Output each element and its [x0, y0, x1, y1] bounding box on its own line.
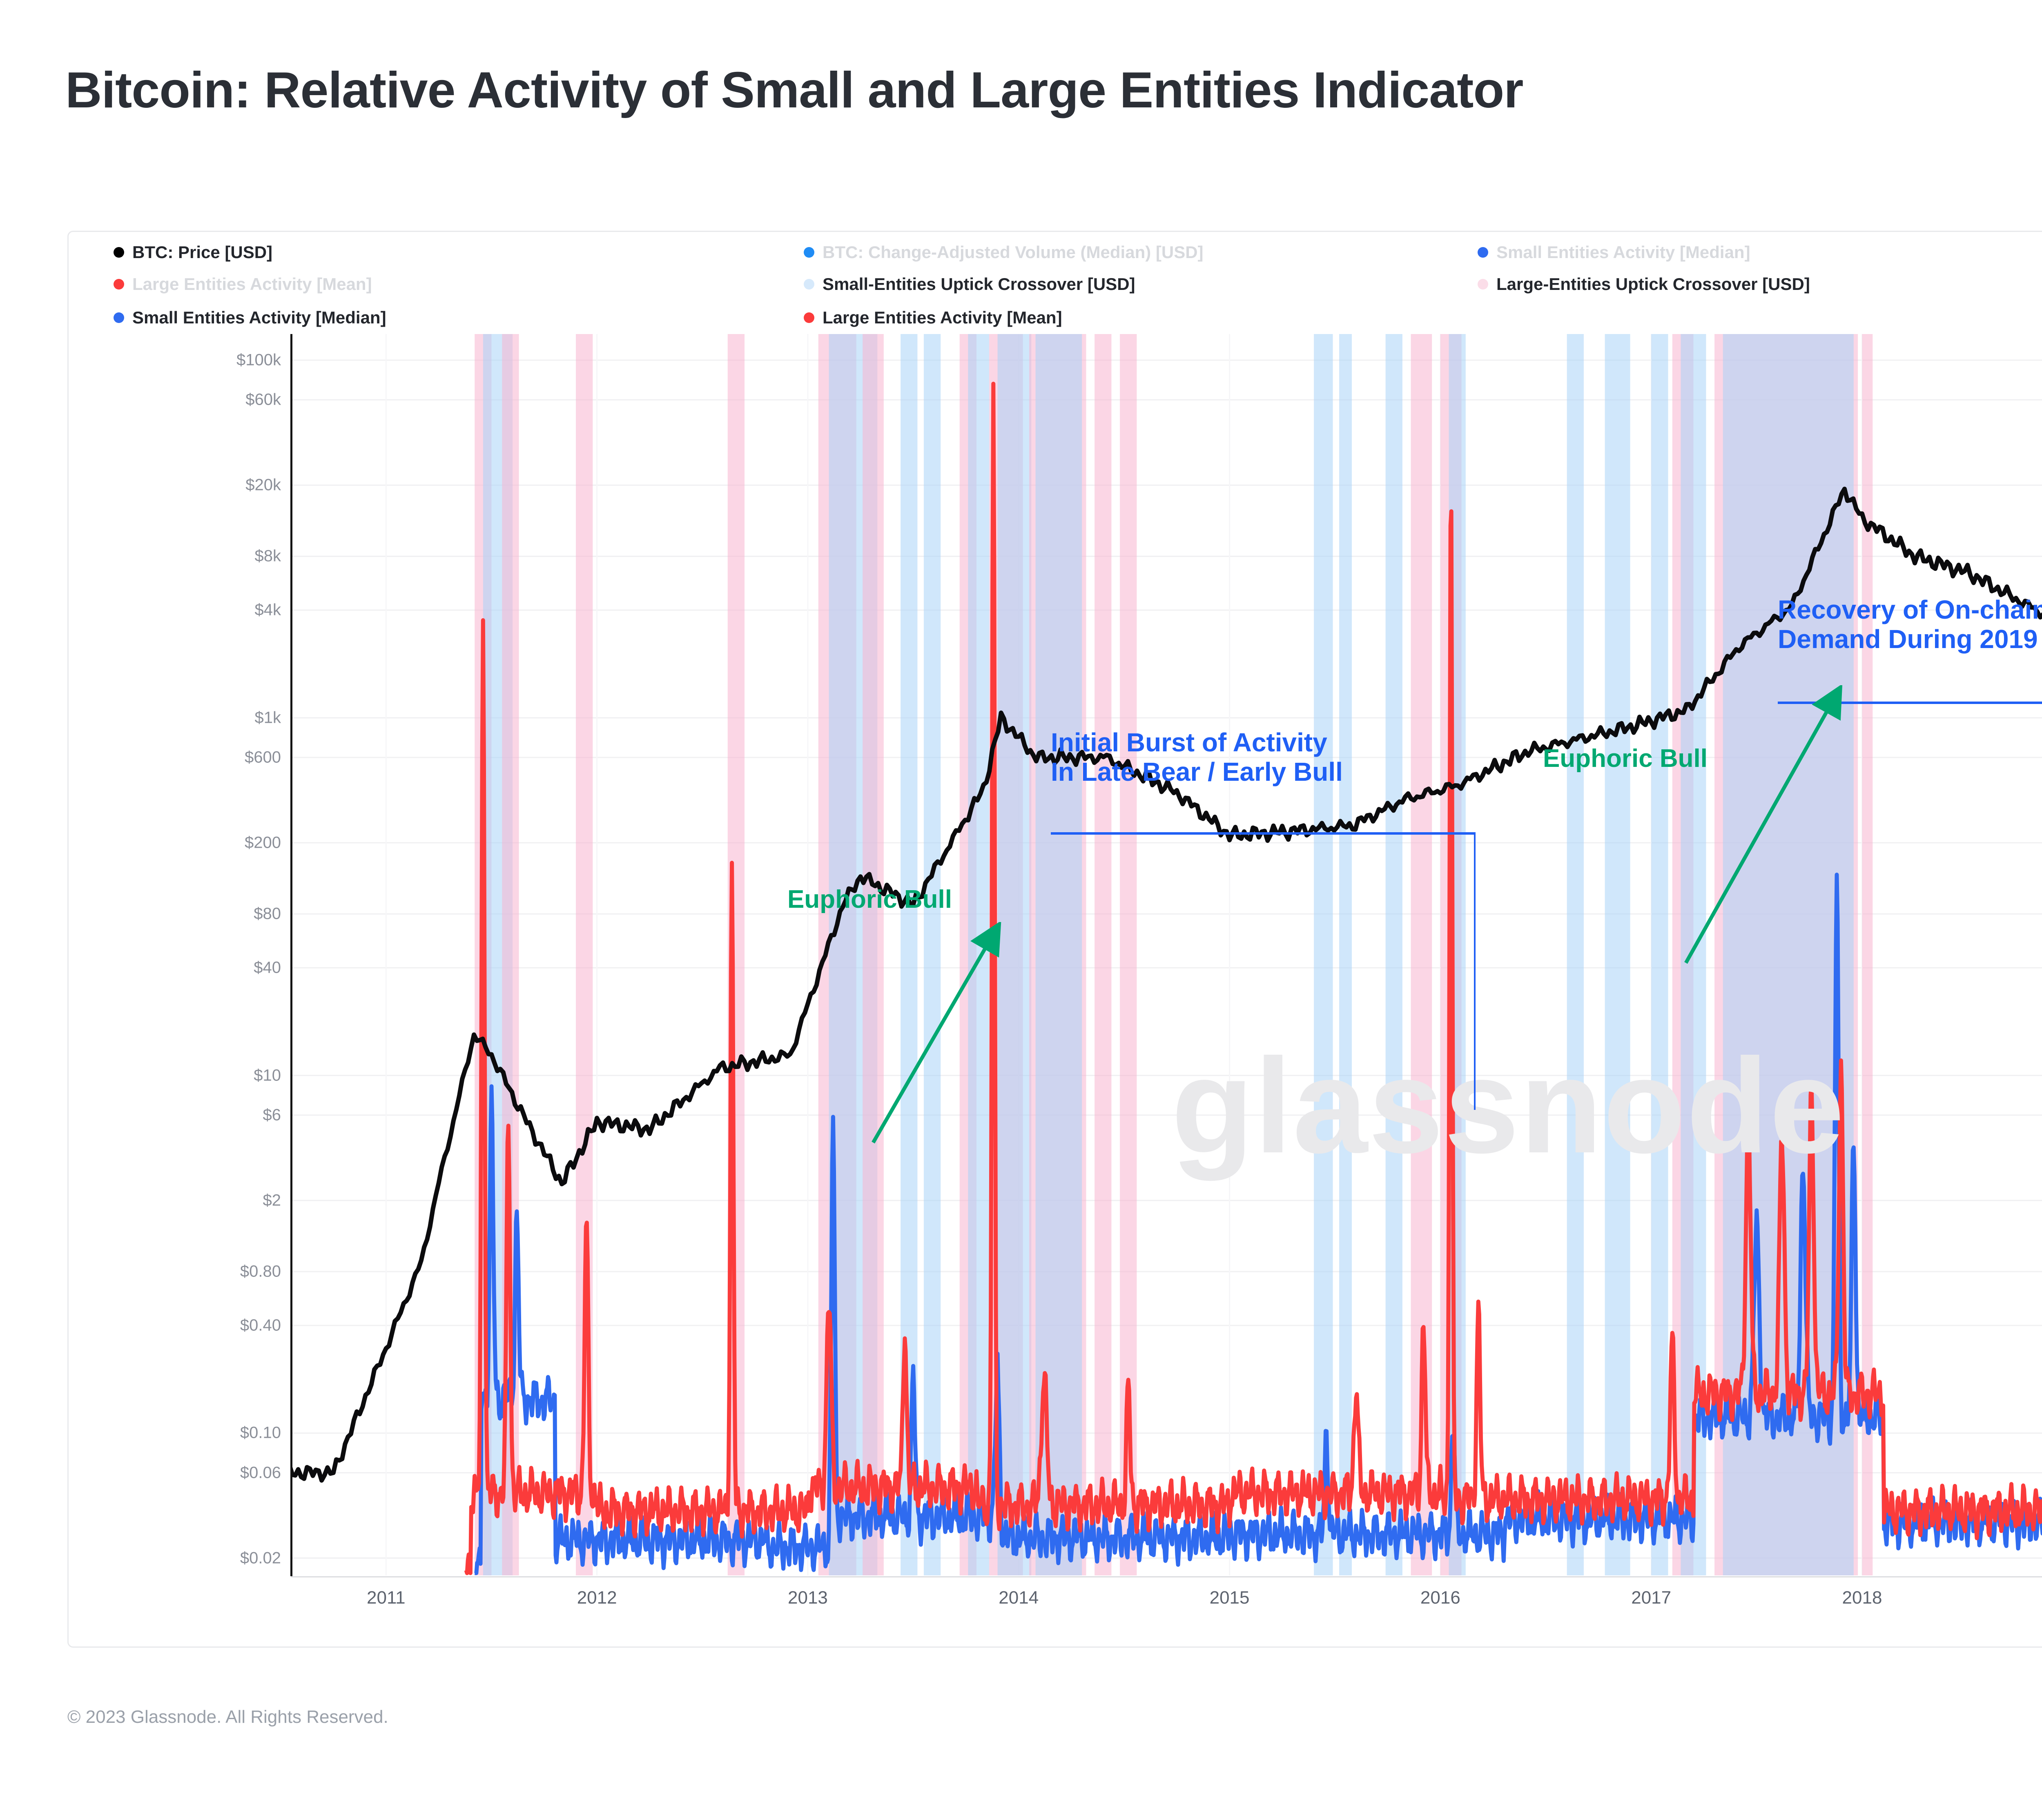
- legend-dot: [114, 247, 124, 258]
- legend-label: Large Entities Activity [Mean]: [132, 274, 372, 294]
- x-tick: 2014: [999, 1588, 1039, 1608]
- legend-dot: [804, 279, 814, 290]
- x-tick: 2018: [1842, 1588, 1882, 1608]
- x-tick: 2013: [788, 1588, 828, 1608]
- y-axis-left-labels: $100k $60k $20k $8k $4k $1k $600 $200 $80 $40 $10 $…: [146, 334, 281, 1576]
- annotation-euphoric-bull-1: Euphoric Bull: [787, 885, 952, 913]
- legend-label: BTC: Price [USD]: [132, 243, 273, 262]
- legend-label: Large-Entities Uptick Crossover [USD]: [1496, 274, 1810, 294]
- annotation-euphoric-bull-2: Euphoric Bull: [1543, 744, 1708, 773]
- annotation-line: Demand During 2019: [1778, 624, 2038, 654]
- legend-item-large-entities-mean-top[interactable]: Large Entities Activity [Mean]: [114, 274, 372, 294]
- legend-item-large-entities-mean[interactable]: Large Entities Activity [Mean]: [804, 308, 1062, 327]
- x-tick: 2015: [1209, 1588, 1250, 1608]
- legend-item-small-entities-median-top[interactable]: Small Entities Activity [Median]: [1478, 243, 1750, 262]
- legend-dot: [804, 247, 814, 258]
- legend-dot: [114, 279, 124, 290]
- legend-dot: [804, 312, 814, 323]
- y-axis-left-spine: [290, 334, 292, 1576]
- x-tick: 2017: [1631, 1588, 1672, 1608]
- annotation-line: Euphoric Bull: [787, 885, 952, 913]
- y-tick-left: $40: [254, 958, 281, 977]
- annotation-line: Euphoric Bull: [1543, 744, 1708, 773]
- x-axis-spine: [291, 1576, 2042, 1577]
- y-tick-left: $0.10: [240, 1423, 281, 1442]
- y-tick-left: $600: [245, 748, 281, 766]
- y-tick-left: $6: [263, 1106, 281, 1124]
- y-tick-left: $10: [254, 1066, 281, 1085]
- legend-dot: [1478, 279, 1488, 290]
- y-tick-left: $60k: [245, 390, 281, 409]
- legend-item-small-entities-median[interactable]: Small Entities Activity [Median]: [114, 308, 386, 327]
- x-tick: 2012: [577, 1588, 617, 1608]
- annotation-line: Recovery of On-chain: [1778, 595, 2042, 624]
- y-tick-left: $0.02: [240, 1549, 281, 1567]
- leader-line-recovery-h: [1778, 702, 2042, 704]
- arrow-euphoric-bull-2: [1684, 685, 1843, 964]
- page-title: Bitcoin: Relative Activity of Small and …: [65, 62, 1523, 118]
- y-tick-left: $2: [263, 1191, 281, 1210]
- y-tick-left: $8k: [254, 547, 281, 565]
- legend-dot: [1478, 247, 1488, 258]
- x-tick: 2011: [367, 1588, 406, 1608]
- legend-label: Small Entities Activity [Median]: [1496, 243, 1750, 262]
- annotation-recovery-demand: Recovery of On-chain Demand During 2019: [1778, 595, 2042, 654]
- y-tick-left: $0.40: [240, 1316, 281, 1334]
- legend-item-btc-price[interactable]: BTC: Price [USD]: [114, 243, 272, 262]
- legend-label: BTC: Change-Adjusted Volume (Median) [US…: [823, 243, 1204, 262]
- legend-item-small-uptick-crossover[interactable]: Small-Entities Uptick Crossover [USD]: [804, 274, 1135, 294]
- y-tick-left: $4k: [254, 601, 281, 619]
- x-tick: 2016: [1420, 1588, 1460, 1608]
- plot-area: [291, 334, 2042, 1575]
- btc-price-line: [291, 486, 2042, 1483]
- legend-label: Large Entities Activity [Mean]: [823, 308, 1062, 327]
- large-entities-activity-line: [464, 381, 2042, 1575]
- y-tick-left: $100k: [236, 351, 281, 369]
- legend-item-large-uptick-crossover[interactable]: Large-Entities Uptick Crossover [USD]: [1478, 274, 1810, 294]
- footer-copyright: © 2023 Glassnode. All Rights Reserved.: [67, 1707, 388, 1727]
- chart-svg: [291, 334, 2042, 1575]
- annotation-line: Initial Burst of Activity: [1051, 728, 1327, 757]
- legend-dot: [114, 312, 124, 323]
- leader-line-initial-burst-v: [1474, 832, 1476, 1110]
- y-tick-left: $0.80: [240, 1262, 281, 1281]
- arrow-euphoric-bull-1: [872, 922, 1001, 1144]
- y-tick-left: $20k: [245, 476, 281, 494]
- y-tick-left: $200: [245, 833, 281, 852]
- y-tick-left: $1k: [254, 708, 281, 727]
- chart-legend: BTC: Price [USD] BTC: Change-Adjusted Vo…: [69, 232, 2042, 327]
- leader-line-initial-burst-h: [1051, 832, 1476, 835]
- y-tick-left: $0.06: [240, 1464, 281, 1482]
- legend-label: Small-Entities Uptick Crossover [USD]: [823, 274, 1135, 294]
- legend-label: Small Entities Activity [Median]: [132, 308, 386, 327]
- legend-item-cav-median[interactable]: BTC: Change-Adjusted Volume (Median) [US…: [804, 243, 1204, 262]
- chart-card: BTC: Price [USD] BTC: Change-Adjusted Vo…: [67, 231, 2042, 1648]
- y-tick-left: $80: [254, 904, 281, 923]
- annotation-initial-burst: Initial Burst of Activity In Late Bear /…: [1051, 728, 1343, 786]
- annotation-line: In Late Bear / Early Bull: [1051, 757, 1343, 786]
